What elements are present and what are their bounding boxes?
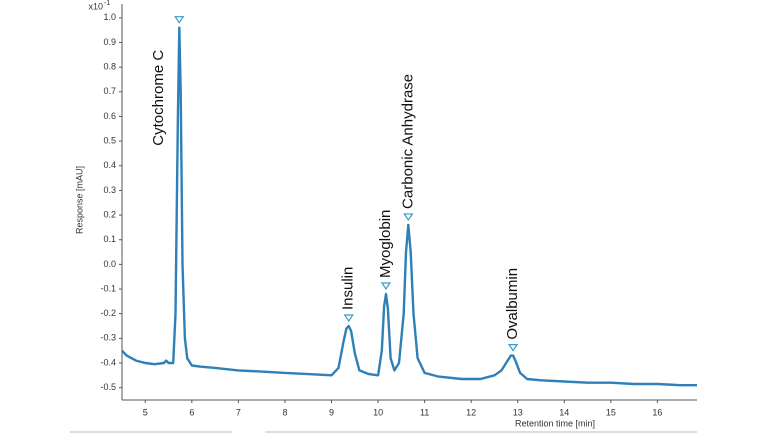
y-multiplier-exponent: -1 bbox=[104, 0, 110, 7]
y-tick-label: 0.7 bbox=[103, 86, 116, 96]
peak-label: Carbonic Anhydrase bbox=[399, 74, 416, 209]
peak-marker bbox=[380, 282, 392, 291]
y-tick-label: 0.3 bbox=[103, 185, 116, 195]
y-multiplier: x10 bbox=[88, 1, 103, 11]
y-tick-label: 0.0 bbox=[103, 259, 116, 269]
y-tick-label: 0.8 bbox=[103, 62, 116, 72]
x-tick-label: 12 bbox=[466, 407, 476, 417]
y-tick-label: -0.4 bbox=[100, 357, 116, 367]
peak-marker bbox=[343, 314, 354, 323]
x-tick-label: 14 bbox=[559, 407, 569, 417]
peak-label: Myoglobin bbox=[377, 210, 394, 278]
peak-label: Cytochrome C bbox=[150, 50, 167, 146]
x-tick-label: 9 bbox=[329, 407, 334, 417]
y-tick-label: -0.5 bbox=[100, 382, 116, 392]
y-tick-label: 0.1 bbox=[103, 234, 116, 244]
x-axis-label: Retention time [min] bbox=[515, 418, 595, 428]
x-tick-label: 6 bbox=[189, 407, 194, 417]
x-tick-label: 15 bbox=[606, 407, 616, 417]
trace bbox=[121, 26, 697, 387]
y-tick-label: 0.2 bbox=[103, 209, 116, 219]
x-tick-label: 5 bbox=[143, 407, 148, 417]
y-tick-label: 0.9 bbox=[103, 37, 116, 47]
y-tick-label: -0.2 bbox=[100, 308, 116, 318]
x-tick-label: 13 bbox=[513, 407, 523, 417]
peak-label: Ovalbumin bbox=[504, 268, 521, 340]
y-axis-label: Response [mAU] bbox=[74, 166, 84, 234]
y-tick-label: 0.4 bbox=[103, 160, 116, 170]
y-tick-label: 0.6 bbox=[103, 111, 116, 121]
peak-marker bbox=[174, 16, 185, 24]
y-tick-label: 0.5 bbox=[103, 135, 116, 145]
x-tick-label: 16 bbox=[652, 407, 662, 417]
peak-marker bbox=[403, 213, 414, 222]
peak-marker bbox=[507, 344, 519, 352]
y-tick-label: 1.0 bbox=[103, 12, 116, 22]
x-tick-label: 10 bbox=[373, 407, 383, 417]
y-tick-label: -0.1 bbox=[100, 283, 116, 293]
peak-label: Insulin bbox=[340, 267, 357, 310]
x-tick-label: 7 bbox=[236, 407, 241, 417]
x-tick-label: 11 bbox=[420, 407, 429, 417]
x-tick-label: 8 bbox=[282, 407, 287, 417]
y-tick-label: -0.3 bbox=[100, 333, 116, 343]
